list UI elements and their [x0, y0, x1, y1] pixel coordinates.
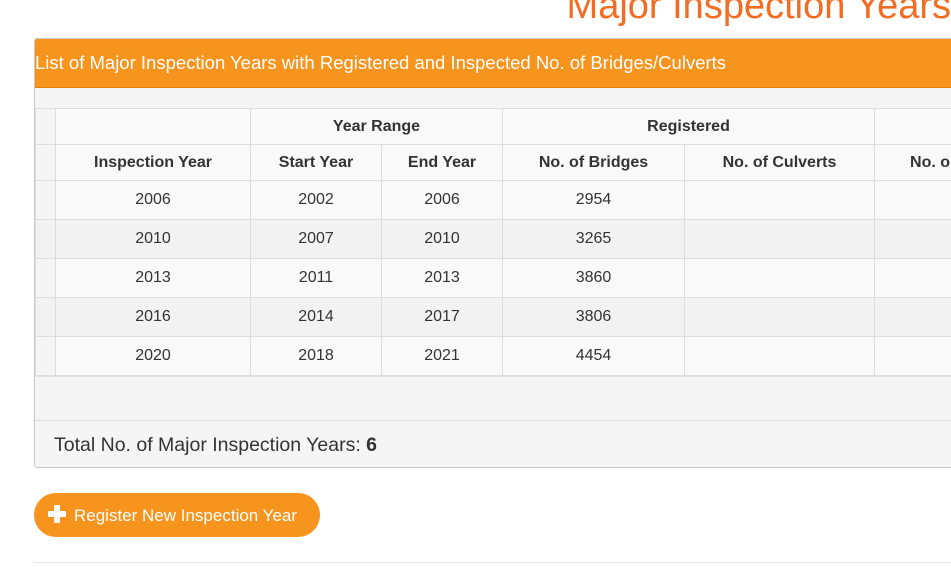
panel-toolbar-area	[35, 88, 951, 108]
cell-inspection-year: 2016	[55, 297, 251, 337]
cell-end-year: 2021	[381, 336, 503, 376]
table-row[interactable]: 2020 2018 2021 4454	[35, 336, 951, 376]
divider	[34, 562, 951, 563]
cell-no-of-culverts	[683, 336, 876, 376]
cell-no-of-bridges: 3265	[502, 219, 685, 259]
cell-inspected	[874, 219, 951, 259]
cell-no-of-bridges: 4454	[502, 336, 685, 376]
cell-start-year: 2014	[250, 297, 382, 337]
column-header-no-of-culverts[interactable]: No. of Culverts	[683, 144, 876, 181]
cell-no-of-bridges: 3806	[502, 297, 685, 337]
group-header-row: Year Range Registered	[35, 108, 951, 145]
cell-inspected	[874, 336, 951, 376]
inspection-years-table: Year Range Registered Inspection Year St…	[35, 108, 951, 376]
cell-inspection-year: 2020	[55, 336, 251, 376]
cell-end-year: 2006	[381, 180, 503, 220]
cell-inspected	[874, 180, 951, 220]
cell-start-year: 2018	[250, 336, 382, 376]
table-row[interactable]: 2016 2014 2017 3806	[35, 297, 951, 337]
cell-inspection-year: 2013	[55, 258, 251, 298]
inspection-years-panel: List of Major Inspection Years with Regi…	[34, 38, 951, 468]
column-header-inspected-bridges[interactable]: No. o	[874, 144, 951, 181]
table-row[interactable]: 2013 2011 2013 3860	[35, 258, 951, 298]
page-title: Major Inspection Years	[566, 0, 951, 27]
cell-start-year: 2007	[250, 219, 382, 259]
register-new-inspection-year-button[interactable]: Register New Inspection Year	[34, 493, 320, 537]
group-header-year-range: Year Range	[250, 108, 503, 145]
plus-icon	[48, 504, 66, 523]
cell-end-year: 2010	[381, 219, 503, 259]
row-selector[interactable]	[35, 336, 56, 376]
cell-no-of-culverts	[683, 258, 876, 298]
row-selector[interactable]	[35, 297, 56, 337]
column-header-start-year[interactable]: Start Year	[250, 144, 382, 181]
cell-no-of-culverts	[683, 297, 876, 337]
total-years-count: 6	[366, 434, 378, 456]
panel-footer: Total No. of Major Inspection Years: 6	[35, 420, 951, 467]
cell-inspected	[874, 297, 951, 337]
column-header-inspection-year[interactable]: Inspection Year	[55, 144, 251, 181]
cell-end-year: 2013	[381, 258, 503, 298]
selector-header-cell	[35, 144, 56, 181]
column-header-row: Inspection Year Start Year End Year No. …	[35, 144, 951, 181]
panel-heading: List of Major Inspection Years with Regi…	[35, 39, 951, 88]
row-selector[interactable]	[35, 258, 56, 298]
cell-end-year: 2017	[381, 297, 503, 337]
cell-start-year: 2011	[250, 258, 382, 298]
row-selector[interactable]	[35, 219, 56, 259]
table-bottom-area	[35, 376, 951, 420]
selector-header-cell	[35, 108, 56, 145]
cell-no-of-culverts	[683, 180, 876, 220]
group-header-registered: Registered	[501, 108, 876, 145]
column-header-end-year[interactable]: End Year	[381, 144, 503, 181]
cell-no-of-bridges: 2954	[502, 180, 685, 220]
group-header-inspected	[874, 108, 951, 145]
cell-no-of-culverts	[683, 219, 876, 259]
column-header-no-of-bridges[interactable]: No. of Bridges	[502, 144, 685, 181]
cell-inspection-year: 2010	[55, 219, 251, 259]
table-row[interactable]: 2010 2007 2010 3265	[35, 219, 951, 259]
total-years-label: Total No. of Major Inspection Years:	[54, 434, 367, 456]
row-selector[interactable]	[35, 180, 56, 220]
register-button-label: Register New Inspection Year	[74, 505, 298, 525]
group-header-empty	[55, 108, 251, 145]
cell-start-year: 2002	[250, 180, 382, 220]
cell-no-of-bridges: 3860	[502, 258, 685, 298]
table-row[interactable]: 2006 2002 2006 2954	[35, 180, 951, 220]
cell-inspected	[874, 258, 951, 298]
cell-inspection-year: 2006	[55, 180, 251, 220]
